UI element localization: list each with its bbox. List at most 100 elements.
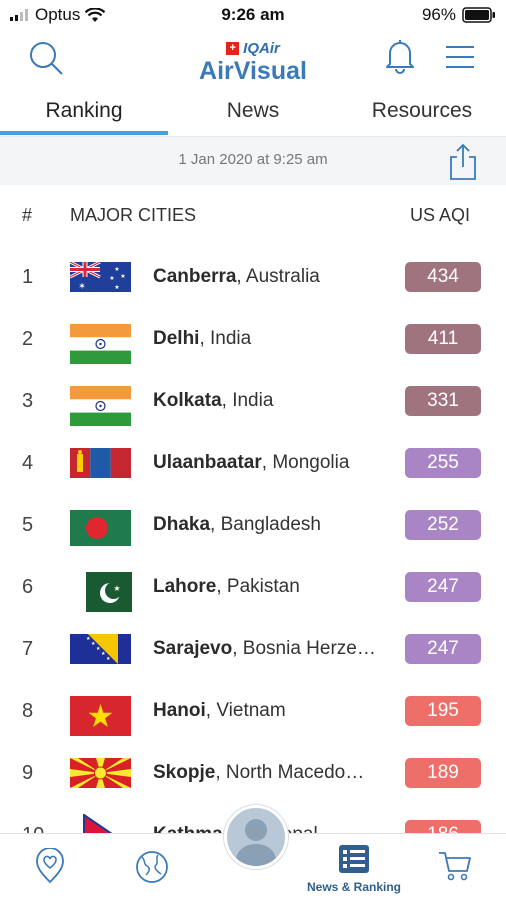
nav-label-news-ranking[interactable]: News & Ranking: [306, 880, 402, 894]
tab-news[interactable]: News: [226, 99, 280, 122]
table-row[interactable]: 5 Dhaka, Bangladesh 252: [0, 494, 506, 556]
rank-number: 7: [22, 638, 34, 660]
country-name: , India: [221, 390, 274, 411]
city-label[interactable]: Hanoi, Vietnam: [153, 680, 286, 742]
app-logo: + IQAir AirVisual: [0, 38, 506, 84]
svg-text:★: ★: [120, 273, 125, 280]
logo-iqair: IQAir: [243, 40, 280, 57]
search-icon[interactable]: [28, 40, 64, 76]
avatar[interactable]: [224, 805, 288, 869]
city-name: Skopje: [153, 762, 216, 783]
rank-number: 2: [22, 328, 34, 350]
city-name: Hanoi: [153, 700, 206, 721]
table-row[interactable]: 3 Kolkata, India 331: [0, 370, 506, 432]
column-header: # MAJOR CITIES US AQI: [0, 200, 506, 232]
battery-icon: [462, 7, 495, 23]
logo-airvisual: AirVisual: [199, 57, 307, 85]
country-name: , Pakistan: [216, 576, 300, 597]
battery: 96%: [422, 5, 496, 25]
globe-icon[interactable]: [134, 849, 170, 885]
bell-icon[interactable]: [384, 38, 416, 74]
australia-flag-icon: ✶ ★ ★ ★ ★: [70, 262, 131, 292]
city-label[interactable]: Kolkata, India: [153, 370, 273, 432]
country-name: , India: [199, 328, 252, 349]
aqi-badge: 247: [405, 634, 481, 664]
share-icon[interactable]: [448, 143, 478, 181]
city-name: Lahore: [153, 576, 217, 597]
table-row[interactable]: 7 ★ ★ ★ ★ ★ Sarajevo, Bosnia Herze… 247: [0, 618, 506, 680]
aqi-badge: 247: [405, 572, 481, 602]
table-row[interactable]: 8 Hanoi, Vietnam 195: [0, 680, 506, 742]
table-row[interactable]: 9 Skopje, North Macedo… 189: [0, 742, 506, 804]
rank-number: 3: [22, 390, 34, 412]
svg-text:★: ★: [114, 284, 119, 291]
aqi-badge: 252: [405, 510, 481, 540]
svg-text:✶: ✶: [78, 281, 86, 291]
table-row[interactable]: 1 ✶ ★ ★ ★ ★ Canberra, Australia 434: [0, 246, 506, 308]
india-flag-icon: [70, 324, 131, 364]
menu-icon[interactable]: [444, 44, 476, 70]
table-row[interactable]: 6 ★ Lahore, Pakistan 247: [0, 556, 506, 618]
rank-number: 8: [22, 700, 34, 722]
active-tab-indicator: [0, 131, 168, 135]
svg-text:★: ★: [109, 275, 114, 282]
india-flag-icon: [70, 386, 131, 426]
rank-number: 1: [22, 266, 34, 288]
user-silhouette-icon: [235, 819, 277, 866]
news-ranking-icon[interactable]: [338, 844, 370, 874]
city-label[interactable]: Skopje, North Macedo…: [153, 742, 364, 804]
vietnam-flag-icon: [70, 696, 131, 736]
clock: 9:26 am: [221, 5, 285, 24]
city-name: Delhi: [153, 328, 200, 349]
bosnia-flag-icon: ★ ★ ★ ★ ★: [70, 634, 131, 664]
cart-icon[interactable]: [438, 850, 472, 882]
svg-text:★: ★: [96, 646, 101, 652]
city-label[interactable]: Ulaanbaatar, Mongolia: [153, 432, 349, 494]
tab-resources[interactable]: Resources: [371, 99, 473, 122]
column-rank: #: [22, 205, 33, 225]
svg-text:★: ★: [106, 656, 111, 662]
city-label[interactable]: Lahore, Pakistan: [153, 556, 300, 618]
macedonia-flag-icon: [70, 758, 131, 788]
city-name: Canberra: [153, 266, 237, 287]
table-row[interactable]: 4 Ulaanbaatar, Mongolia 255: [0, 432, 506, 494]
city-name: Sarajevo: [153, 638, 233, 659]
timestamp: 1 Jan 2020 at 9:25 am: [178, 151, 328, 168]
column-aqi[interactable]: US AQI: [410, 205, 471, 225]
aqi-badge: 434: [405, 262, 481, 292]
city-label[interactable]: Dhaka, Bangladesh: [153, 494, 321, 556]
country-name: , Bangladesh: [210, 514, 321, 535]
city-label[interactable]: Canberra, Australia: [153, 246, 320, 308]
city-name: Ulaanbaatar: [153, 452, 262, 473]
timestamp-bar: 1 Jan 2020 at 9:25 am: [0, 137, 506, 185]
city-label[interactable]: Delhi, India: [153, 308, 251, 370]
aqi-badge: 411: [405, 324, 481, 354]
country-name: , North Macedo…: [215, 762, 365, 783]
city-label[interactable]: Sarajevo, Bosnia Herze…: [153, 618, 376, 680]
rank-number: 4: [22, 452, 34, 474]
pakistan-flag-icon: ★: [86, 572, 132, 612]
wifi-icon: [85, 7, 106, 22]
svg-text:★: ★: [101, 651, 106, 657]
country-name: , Bosnia Herze…: [232, 638, 376, 659]
city-name: Kolkata: [153, 390, 222, 411]
tab-ranking[interactable]: Ranking: [45, 99, 123, 122]
country-name: , Australia: [236, 266, 320, 287]
carrier-name: Optus: [35, 5, 81, 24]
country-name: , Vietnam: [205, 700, 286, 721]
carrier: Optus: [10, 5, 106, 25]
aqi-badge: 255: [405, 448, 481, 478]
svg-text:★: ★: [86, 636, 91, 642]
table-row[interactable]: 2 Delhi, India 411: [0, 308, 506, 370]
column-city: MAJOR CITIES: [70, 205, 197, 225]
app-header: + IQAir AirVisual: [0, 30, 506, 88]
mongolia-flag-icon: [70, 448, 131, 478]
heart-location-icon[interactable]: [34, 848, 66, 884]
battery-percent: 96%: [421, 5, 456, 24]
svg-text:★: ★: [114, 266, 119, 273]
rank-number: 6: [22, 576, 34, 598]
svg-text:★: ★: [91, 641, 96, 647]
signal-icon: [10, 9, 28, 21]
rank-number: 9: [22, 762, 34, 784]
swiss-cross-icon: +: [226, 42, 240, 55]
